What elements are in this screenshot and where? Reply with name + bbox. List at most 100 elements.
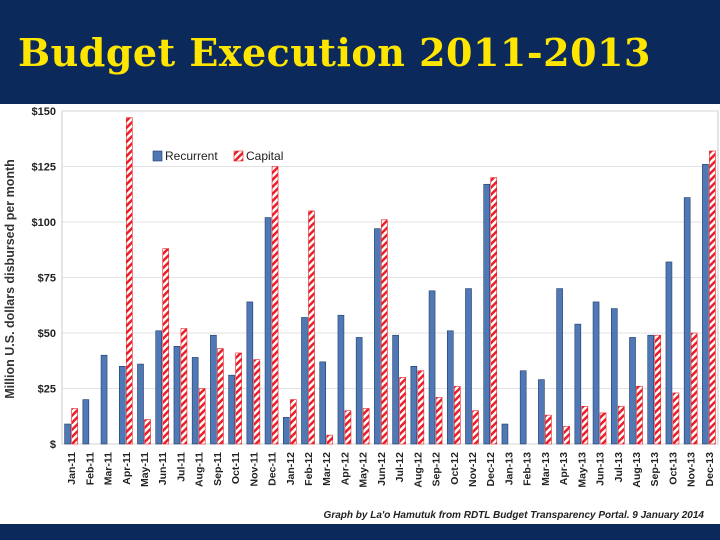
x-tick-label: Jun-12: [376, 452, 388, 486]
bar-recurrent: [264, 217, 272, 445]
source-annotation: Graph by La'o Hamutuk from RDTL Budget T…: [324, 510, 705, 521]
slide-title: Budget Execution 2011-2013: [18, 30, 651, 75]
bar-recurrent: [519, 370, 527, 445]
bar-recurrent: [210, 334, 217, 445]
bar-recurrent: [665, 261, 673, 445]
bar-capital: [636, 385, 643, 445]
bar-capital: [563, 425, 570, 445]
x-tick-label: Apr-11: [121, 452, 133, 485]
legend-swatch-recurrent: [152, 150, 163, 162]
x-tick-label: Aug-12: [412, 452, 424, 488]
y-tick-label: $75: [38, 273, 56, 285]
x-tick-label: May-13: [576, 452, 588, 488]
slide-header: Budget Execution 2011-2013: [0, 0, 720, 104]
x-tick-label: Feb-11: [84, 452, 96, 485]
bar-capital: [472, 410, 479, 445]
x-tick-label: Nov-12: [467, 452, 479, 487]
x-tick-label: Apr-12: [339, 452, 351, 485]
bar-capital: [545, 414, 552, 445]
bar-recurrent: [282, 417, 290, 445]
bar-capital: [399, 377, 406, 445]
bar-capital: [690, 332, 698, 445]
bar-capital: [253, 359, 261, 445]
x-tick-label: Feb-12: [303, 452, 315, 486]
x-tick-label: Jun-13: [595, 452, 607, 486]
bar-recurrent: [574, 323, 582, 445]
bar-capital: [381, 219, 388, 445]
bar-recurrent: [155, 330, 163, 445]
bar-capital: [71, 408, 78, 445]
bar-recurrent: [173, 346, 181, 445]
bar-recurrent: [446, 330, 454, 445]
bar-recurrent: [82, 399, 90, 445]
bar-recurrent: [410, 365, 418, 445]
bar-capital: [289, 399, 297, 445]
x-tick-label: Mar-12: [321, 452, 333, 486]
bar-recurrent: [501, 423, 509, 445]
bar-recurrent: [647, 334, 655, 445]
y-tick-label: $150: [32, 106, 56, 118]
bar-recurrent: [610, 308, 618, 445]
bar-recurrent: [118, 365, 126, 445]
bar-recurrent: [465, 288, 472, 445]
x-tick-label: Jul-11: [175, 452, 187, 482]
x-tick-label: Oct-11: [230, 452, 242, 484]
y-tick-label: $125: [32, 162, 56, 174]
x-tick-label: Aug-11: [194, 452, 206, 487]
bar-capital: [490, 177, 498, 445]
bar-recurrent: [228, 374, 235, 445]
footer-band: [0, 524, 720, 540]
x-tick-label: Nov-13: [686, 452, 698, 487]
x-tick-label: Sep-12: [431, 452, 443, 487]
legend-label-recurrent: Recurrent: [165, 149, 218, 163]
legend-swatch-capital: [233, 150, 244, 162]
y-tick-label: $50: [38, 328, 56, 340]
x-tick-label: Feb-13: [522, 452, 534, 486]
bar-capital: [453, 385, 461, 445]
bar-capital: [362, 408, 370, 445]
bar-recurrent: [374, 228, 381, 445]
bar-capital: [435, 397, 443, 445]
x-tick-label: Jul-12: [394, 452, 406, 483]
bar-capital: [198, 388, 206, 445]
bar-capital: [617, 405, 625, 445]
bar-capital: [125, 117, 133, 445]
legend-label-capital: Capital: [246, 149, 283, 163]
bar-capital: [581, 405, 589, 445]
x-tick-label: Aug-13: [631, 452, 643, 488]
x-tick-label: Oct-13: [667, 452, 679, 485]
bar-recurrent: [592, 301, 600, 445]
bar-capital: [654, 334, 662, 445]
x-tick-label: Dec-11: [267, 452, 279, 486]
x-tick-label: May-12: [358, 452, 370, 488]
y-axis-label: Million U.S. dollars disbursed per month: [3, 159, 17, 399]
bar-capital: [308, 210, 315, 445]
bar-recurrent: [137, 363, 144, 445]
bar-recurrent: [337, 314, 345, 445]
x-tick-label: Nov-11: [248, 452, 260, 487]
bar-capital: [271, 166, 279, 445]
y-tick-label: $100: [32, 217, 56, 229]
x-tick-label: Mar-11: [103, 452, 115, 485]
x-tick-label: Jan-12: [285, 452, 297, 485]
bar-recurrent: [355, 337, 363, 445]
bar-capital: [326, 434, 334, 445]
budget-bar-chart: $ $25 $50 $75 $100 $125 $150 Jan-11 Feb-11 Mar-1…: [3, 106, 719, 521]
bar-recurrent: [64, 423, 71, 445]
x-tick-label: May-11: [139, 452, 151, 487]
bar-capital: [162, 248, 170, 445]
x-tick-label: Jan-13: [503, 452, 515, 485]
bar-capital: [217, 348, 224, 445]
y-tick-label: $25: [38, 384, 56, 396]
bar-recurrent: [556, 288, 563, 445]
x-tick-label: Sep-13: [649, 452, 661, 487]
x-tick-label: Jul-13: [613, 452, 625, 483]
x-tick-label: Mar-13: [540, 452, 552, 486]
bar-recurrent: [246, 301, 254, 445]
x-tick-label: Dec-13: [704, 452, 716, 487]
bar-capital: [417, 370, 425, 445]
bar-capital: [709, 150, 716, 445]
x-tick-label: Dec-12: [485, 452, 497, 487]
x-tick-label: Jun-11: [157, 452, 169, 485]
bar-recurrent: [702, 163, 709, 445]
